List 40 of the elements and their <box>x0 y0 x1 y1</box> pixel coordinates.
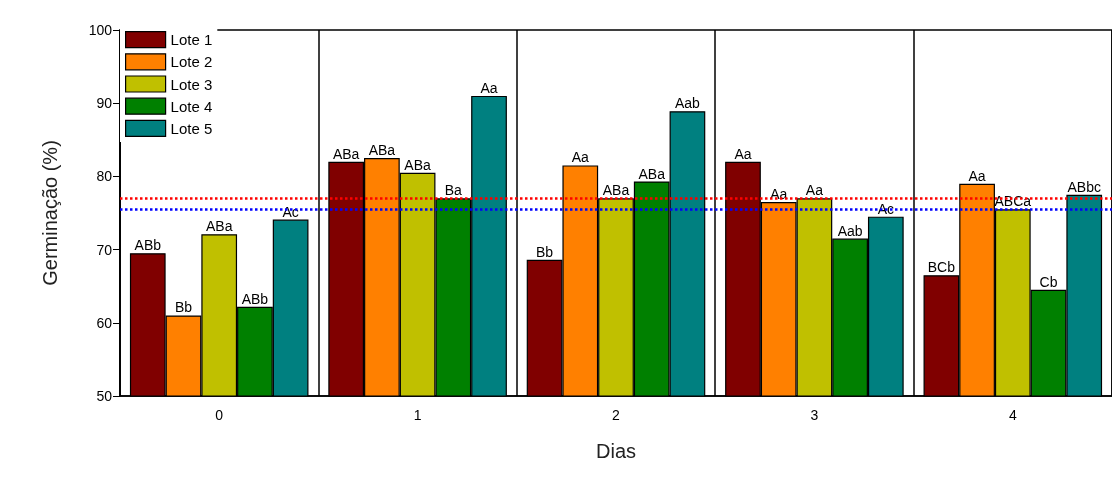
data-label: Aab <box>837 222 863 239</box>
data-label: Aa <box>968 167 986 184</box>
data-label: ABb <box>134 237 162 254</box>
y-tick-label: 80 <box>96 168 113 185</box>
legend-label: Lote 4 <box>170 97 213 115</box>
data-label: ABa <box>205 218 233 235</box>
y-tick-label: 70 <box>96 241 113 258</box>
data-label: Aa <box>480 79 498 96</box>
legend-label: Lote 3 <box>170 75 213 93</box>
legend-label: Lote 2 <box>170 53 213 71</box>
y-tick-label: 60 <box>96 314 113 331</box>
data-label: Ac <box>877 200 894 217</box>
data-label: ABa <box>332 145 360 162</box>
x-tick-label: 3 <box>810 407 819 423</box>
data-label: ABa <box>404 156 432 173</box>
y-tick-label: 100 <box>88 22 113 38</box>
legend-label: Lote 5 <box>170 119 213 137</box>
x-tick-label: 1 <box>413 407 422 423</box>
data-label: ABbc <box>1067 178 1101 195</box>
data-label: Cb <box>1039 273 1058 290</box>
data-label: Ba <box>444 182 463 199</box>
data-label: Aa <box>805 182 824 199</box>
data-label: Bb <box>174 299 193 316</box>
data-label: Aab <box>674 95 701 112</box>
data-label: ABb <box>241 290 269 307</box>
y-tick-label: 50 <box>96 388 113 404</box>
x-axis-title: Dias <box>595 440 637 462</box>
data-label: Aa <box>571 149 590 166</box>
x-tick-label: 2 <box>612 407 621 423</box>
data-label: ABa <box>638 165 666 182</box>
y-axis-title: Germinação (%) <box>39 140 61 286</box>
data-label: Aa <box>734 145 752 162</box>
data-label: BCb <box>927 259 956 276</box>
data-label: ABa <box>368 142 396 159</box>
data-label: ABa <box>602 182 630 199</box>
data-label: Bb <box>536 243 554 260</box>
x-tick-label: 4 <box>1008 407 1017 423</box>
legend-label: Lote 1 <box>170 31 213 49</box>
y-tick-label: 90 <box>96 95 113 112</box>
x-tick-label: 0 <box>215 407 224 423</box>
